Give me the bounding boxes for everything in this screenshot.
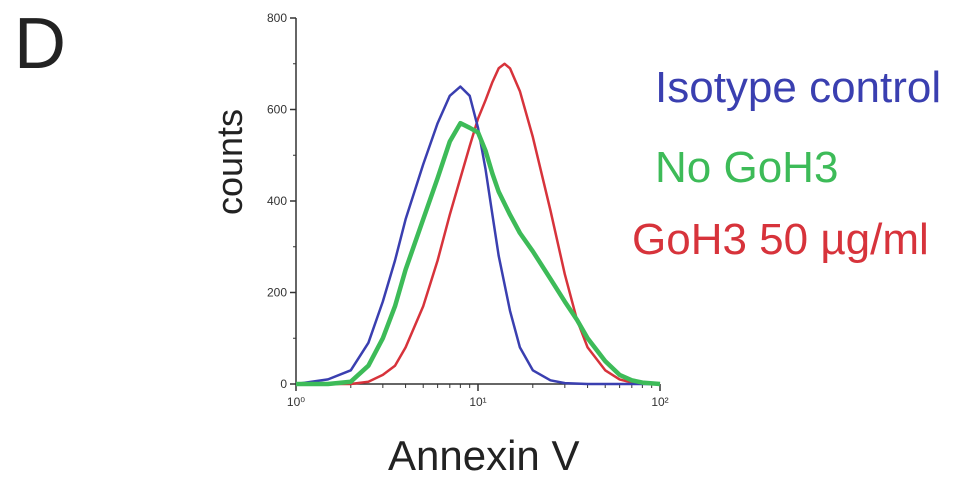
axes: 0 200 400 600 800 10⁰ 10¹ 10² bbox=[267, 11, 669, 409]
y-tick-label: 400 bbox=[267, 194, 287, 208]
y-axis-label: counts bbox=[209, 108, 250, 216]
series-layer bbox=[295, 62, 661, 387]
series-goh3-50 bbox=[296, 62, 661, 386]
x-tick-label: 10² bbox=[651, 395, 668, 409]
x-tick-label: 10⁰ bbox=[287, 395, 305, 409]
legend-entry-isotype-control: Isotype control bbox=[655, 63, 942, 112]
y-tick-label: 600 bbox=[267, 103, 287, 117]
y-tick-label: 800 bbox=[267, 11, 287, 25]
series-no-goh3 bbox=[296, 120, 661, 387]
y-tick-label: 0 bbox=[280, 377, 287, 391]
x-axis-label: Annexin V bbox=[388, 432, 580, 479]
y-tick-label: 200 bbox=[267, 286, 287, 300]
legend-entry-no-goh3: No GoH3 bbox=[655, 143, 839, 192]
panel-letter: D bbox=[14, 4, 66, 84]
series-isotype-control bbox=[295, 85, 660, 386]
x-tick-label: 10¹ bbox=[469, 395, 486, 409]
legend-entry-goh3-50: GoH3 50 µg/ml bbox=[632, 215, 929, 264]
